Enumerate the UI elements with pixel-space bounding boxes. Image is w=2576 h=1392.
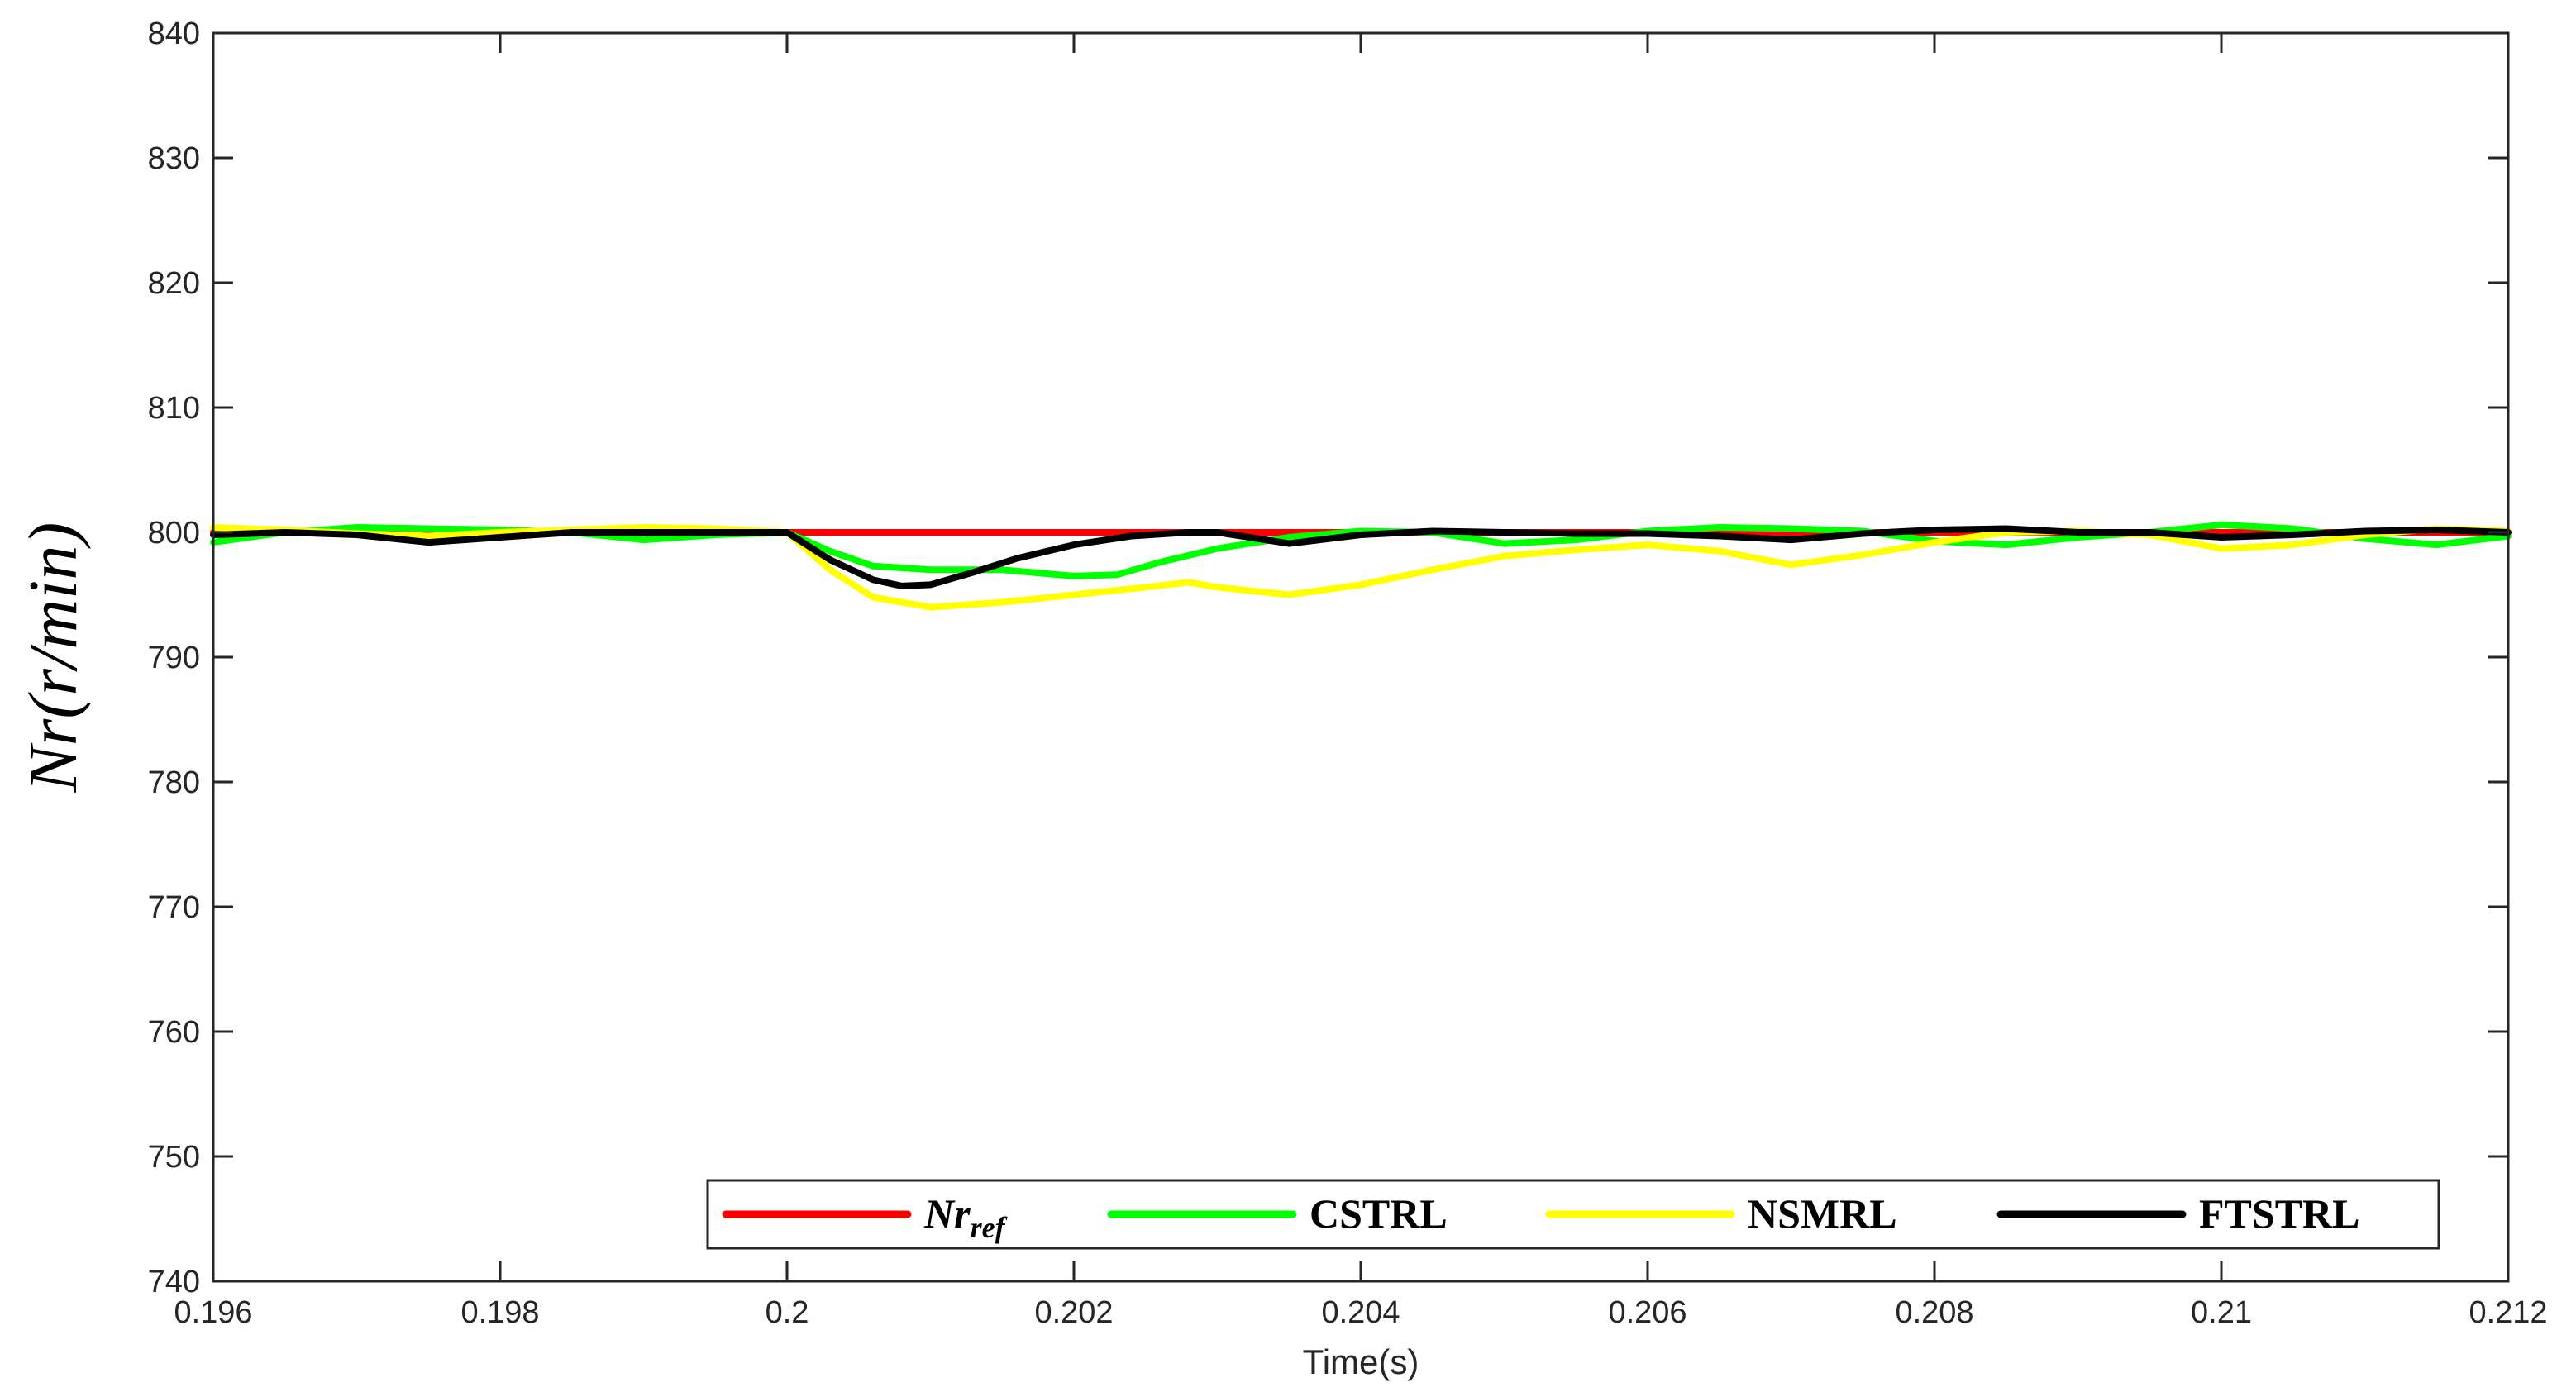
y-tick-label: 740 <box>148 1265 200 1299</box>
legend-label-1: CSTRL <box>1309 1190 1448 1237</box>
x-tick-label: 0.208 <box>1895 1295 1973 1330</box>
x-tick-label: 0.2 <box>766 1295 809 1330</box>
x-tick-label: 0.198 <box>460 1295 539 1330</box>
x-tick-label: 0.21 <box>2191 1295 2252 1330</box>
series-layer <box>210 521 2512 611</box>
y-tick-label: 780 <box>148 765 200 800</box>
y-tick-label: 840 <box>148 17 200 51</box>
y-tick-label: 810 <box>148 391 200 426</box>
y-axis-label: Nr(r/min) <box>15 522 92 794</box>
legend: Nrref CSTRL NSMRL FTSTRL <box>706 1179 2440 1250</box>
y-tick-label: 790 <box>148 641 200 675</box>
y-tick-label: 760 <box>148 1015 200 1050</box>
x-tick-label: 0.206 <box>1608 1295 1686 1330</box>
x-tick-label: 0.204 <box>1321 1295 1400 1330</box>
x-tick-label: 0.202 <box>1034 1295 1113 1330</box>
y-axis-ticks: 740 750 760 770 780 790 800 810 820 830 840 <box>148 17 2508 1299</box>
legend-label-2: NSMRL <box>1748 1190 1897 1237</box>
y-tick-label: 820 <box>148 266 200 301</box>
x-axis-ticks: 0.196 0.198 0.2 0.202 0.204 0.206 0.208 0.21 0.2… <box>174 33 2548 1330</box>
x-axis-label: Time(s) <box>1303 1342 1419 1381</box>
y-tick-label: 800 <box>148 516 200 551</box>
legend-label-0: Nrref <box>923 1190 1008 1244</box>
y-tick-label: 770 <box>148 890 200 925</box>
x-tick-label: 0.212 <box>2469 1295 2547 1330</box>
legend-label-3: FTSTRL <box>2199 1190 2360 1237</box>
x-tick-label: 0.196 <box>174 1295 252 1330</box>
y-tick-label: 750 <box>148 1140 200 1175</box>
series-line-ftstrl <box>210 525 2512 589</box>
y-tick-label: 830 <box>148 141 200 176</box>
